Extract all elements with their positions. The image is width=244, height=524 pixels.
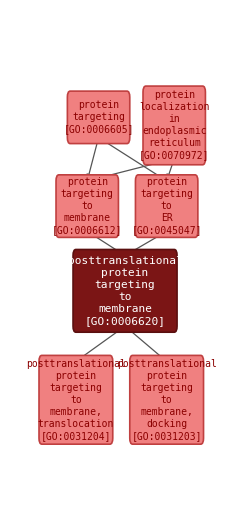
FancyBboxPatch shape bbox=[130, 355, 203, 444]
Text: protein
localization
in
endoplasmic
reticulum
[GO:0070972]: protein localization in endoplasmic reti… bbox=[139, 91, 209, 160]
FancyBboxPatch shape bbox=[56, 175, 118, 237]
FancyBboxPatch shape bbox=[143, 86, 205, 165]
FancyBboxPatch shape bbox=[39, 355, 113, 444]
Text: protein
targeting
to
ER
[GO:0045047]: protein targeting to ER [GO:0045047] bbox=[132, 177, 202, 235]
Text: protein
targeting
[GO:0006605]: protein targeting [GO:0006605] bbox=[63, 101, 134, 134]
Text: posttranslational
protein
targeting
to
membrane
[GO:0006620]: posttranslational protein targeting to m… bbox=[68, 256, 183, 326]
FancyBboxPatch shape bbox=[67, 91, 130, 144]
Text: posttranslational
protein
targeting
to
membrane,
docking
[GO:0031203]: posttranslational protein targeting to m… bbox=[117, 359, 217, 441]
FancyBboxPatch shape bbox=[135, 175, 198, 237]
FancyBboxPatch shape bbox=[73, 249, 177, 332]
Text: posttranslational
protein
targeting
to
membrane,
translocation
[GO:0031204]: posttranslational protein targeting to m… bbox=[26, 359, 126, 441]
Text: protein
targeting
to
membrane
[GO:0006612]: protein targeting to membrane [GO:000661… bbox=[52, 177, 122, 235]
